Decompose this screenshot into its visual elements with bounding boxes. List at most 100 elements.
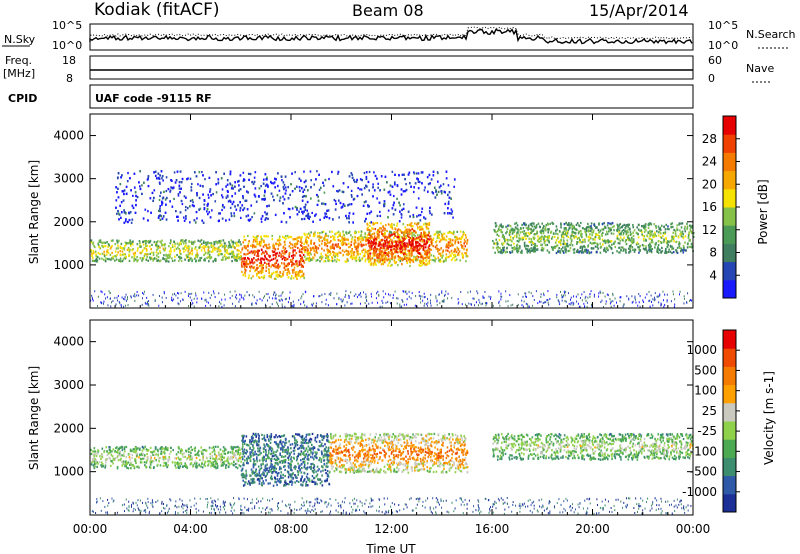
power-cell bbox=[160, 191, 162, 194]
power-cell bbox=[245, 190, 248, 193]
power-cell bbox=[523, 223, 526, 226]
power-cell bbox=[684, 249, 687, 252]
power-cell bbox=[379, 214, 382, 218]
power-cell bbox=[217, 247, 219, 250]
power-cell bbox=[194, 171, 196, 174]
power-noise-cell bbox=[177, 297, 179, 300]
power-cell bbox=[103, 250, 105, 253]
power-cell bbox=[318, 239, 321, 243]
power-cell bbox=[298, 263, 301, 266]
power-cell bbox=[652, 233, 655, 236]
power-cell bbox=[397, 236, 400, 239]
power-cell bbox=[161, 203, 163, 206]
power-cell bbox=[659, 236, 662, 239]
power-cell bbox=[361, 251, 364, 254]
power-cell bbox=[643, 235, 646, 238]
power-cell bbox=[667, 250, 670, 254]
power-cell bbox=[588, 251, 591, 255]
power-cell bbox=[171, 259, 174, 263]
power-cell bbox=[300, 263, 302, 266]
power-cell bbox=[683, 249, 686, 252]
power-noise-cell bbox=[396, 302, 398, 305]
power-cell bbox=[185, 256, 188, 259]
power-cell bbox=[108, 244, 111, 247]
power-cell bbox=[158, 181, 161, 184]
power-cell bbox=[426, 227, 428, 230]
power-cell bbox=[229, 170, 232, 173]
power-cell bbox=[134, 251, 137, 254]
power-cell bbox=[377, 186, 379, 189]
power-cell bbox=[465, 255, 468, 258]
power-cell bbox=[416, 258, 419, 261]
power-cell bbox=[506, 246, 508, 250]
power-cell bbox=[274, 213, 277, 217]
power-cell bbox=[407, 258, 410, 261]
power-cell bbox=[239, 206, 242, 210]
power-cell bbox=[250, 265, 253, 268]
power-cell bbox=[317, 231, 319, 235]
power-cell bbox=[560, 223, 562, 227]
power-cell bbox=[340, 206, 343, 209]
power-cell bbox=[439, 254, 442, 257]
power-cell bbox=[590, 251, 593, 254]
power-cell bbox=[442, 238, 444, 241]
power-cell bbox=[451, 257, 454, 260]
power-cell bbox=[296, 277, 298, 280]
power-cell bbox=[515, 249, 518, 252]
power-noise-cell bbox=[142, 291, 144, 294]
power-cell bbox=[415, 243, 417, 246]
power-cell bbox=[393, 236, 395, 240]
power-cell bbox=[528, 240, 531, 244]
power-cell bbox=[386, 236, 389, 239]
power-cell bbox=[253, 212, 256, 215]
power-cell bbox=[232, 252, 235, 256]
power-cell bbox=[351, 236, 354, 239]
power-cell bbox=[290, 277, 292, 280]
power-cell bbox=[505, 238, 508, 241]
power-cell bbox=[267, 262, 270, 265]
power-cell bbox=[278, 239, 280, 242]
power-cell bbox=[181, 202, 184, 206]
power-noise-cell bbox=[663, 305, 665, 308]
power-cell bbox=[355, 248, 358, 251]
power-cell bbox=[234, 185, 236, 188]
power-cell bbox=[341, 190, 344, 193]
power-cell bbox=[382, 254, 384, 258]
power-cell bbox=[153, 257, 155, 261]
power-cell bbox=[412, 260, 415, 263]
power-cell bbox=[221, 217, 224, 220]
power-cell bbox=[345, 231, 347, 234]
power-cell bbox=[593, 242, 595, 245]
power-cell bbox=[313, 242, 315, 245]
power-noise-cell bbox=[358, 294, 360, 297]
power-cell bbox=[152, 258, 154, 261]
power-cell bbox=[374, 241, 377, 244]
power-cell bbox=[639, 249, 641, 252]
power-cell bbox=[321, 202, 323, 205]
power-cell bbox=[336, 245, 338, 248]
power-cell bbox=[623, 223, 626, 226]
power-cell bbox=[311, 211, 313, 215]
power-cell bbox=[546, 249, 549, 252]
power-cell bbox=[380, 246, 382, 249]
power-cell bbox=[367, 239, 369, 242]
power-cell bbox=[241, 204, 244, 207]
power-cell bbox=[226, 179, 229, 182]
power-cell bbox=[341, 235, 344, 239]
power-cell bbox=[307, 236, 310, 240]
power-cell bbox=[323, 237, 326, 240]
power-cell bbox=[267, 247, 270, 250]
power-cell bbox=[336, 189, 338, 193]
power-cell bbox=[559, 241, 562, 244]
power-cell bbox=[576, 242, 578, 245]
power-cell bbox=[637, 236, 640, 239]
power-cell bbox=[239, 188, 242, 191]
power-cell bbox=[353, 242, 356, 245]
power-cell bbox=[94, 250, 97, 253]
power-cell bbox=[415, 249, 418, 253]
power-cell bbox=[187, 259, 190, 262]
power-cell bbox=[281, 250, 283, 253]
power-cell bbox=[633, 250, 636, 253]
power-noise-cell bbox=[415, 295, 417, 298]
power-cell bbox=[278, 235, 281, 238]
